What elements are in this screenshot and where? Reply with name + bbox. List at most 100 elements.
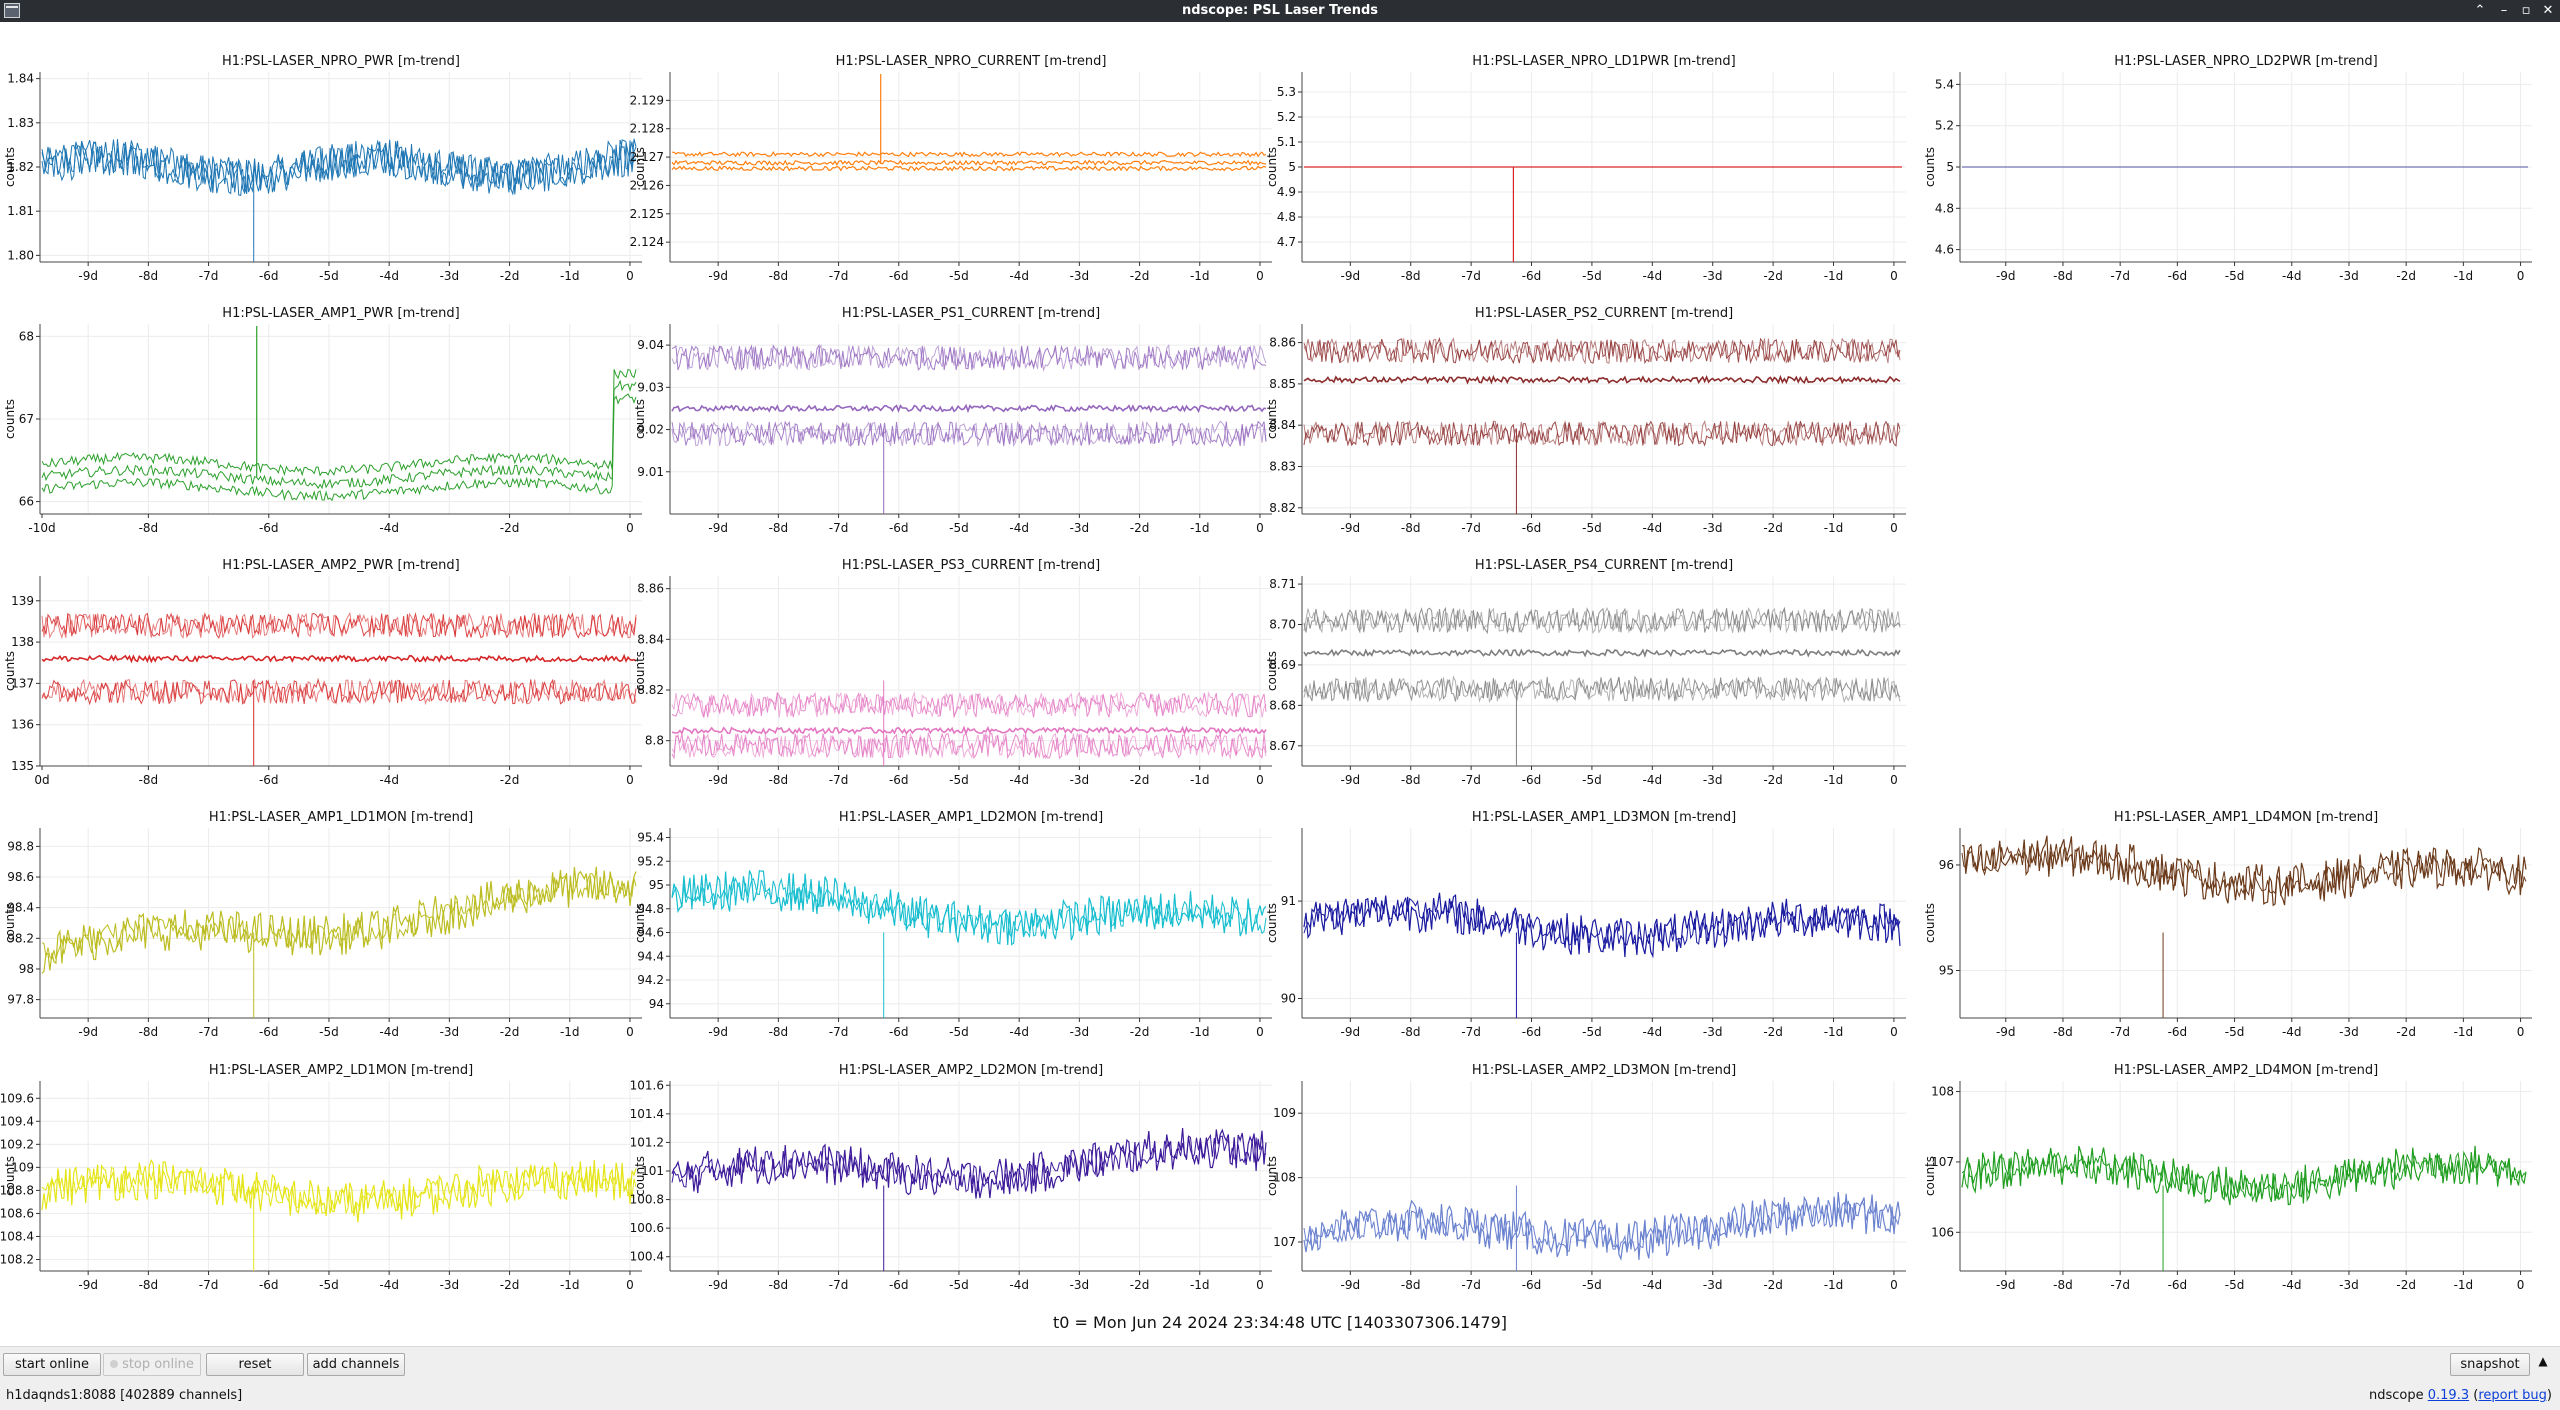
- plot-title: H1:PSL-LASER_AMP1_LD1MON [m-trend]: [209, 810, 473, 825]
- x-tick-label: -9d: [78, 1278, 98, 1292]
- plot-title: H1:PSL-LASER_AMP1_PWR [m-trend]: [222, 306, 459, 321]
- plot-panel[interactable]: H1:PSL-LASER_PS3_CURRENT [m-trend] counts…: [633, 558, 1272, 787]
- x-tick-label: -3d: [2339, 1278, 2359, 1292]
- plot-panel[interactable]: H1:PSL-LASER_PS2_CURRENT [m-trend] counts…: [1265, 306, 1906, 535]
- plot-panel[interactable]: H1:PSL-LASER_AMP1_PWR [m-trend] counts 68 6…: [3, 306, 642, 535]
- x-tick-label: -7d: [829, 1278, 849, 1292]
- y-tick-label: 95: [1939, 964, 1954, 978]
- close-icon[interactable]: ✕: [2542, 3, 2554, 18]
- x-tick-label: -9d: [708, 1025, 728, 1039]
- stop-indicator-icon: [110, 1360, 119, 1368]
- plot-panel[interactable]: H1:PSL-LASER_PS4_CURRENT [m-trend] counts…: [1265, 558, 1906, 787]
- x-tick-label: -4d: [379, 521, 399, 535]
- y-axis-label: counts: [3, 399, 17, 439]
- x-tick-label: -9d: [1341, 1025, 1361, 1039]
- x-tick-label: -3d: [1703, 1278, 1723, 1292]
- y-tick-label: 4.8: [1935, 201, 1954, 215]
- x-tick-label: -3d: [440, 1278, 460, 1292]
- x-tick-label: -3d: [1070, 269, 1090, 283]
- x-tick-label: -4d: [1643, 773, 1663, 787]
- x-tick-label: -8d: [1401, 521, 1421, 535]
- x-tick-label: -2d: [500, 1278, 520, 1292]
- x-tick-label: -7d: [1461, 773, 1481, 787]
- plot-panel[interactable]: H1:PSL-LASER_AMP1_LD4MON [m-trend] counts…: [1923, 810, 2532, 1039]
- reset-button[interactable]: reset: [206, 1353, 304, 1376]
- y-tick-label: 66: [19, 495, 34, 509]
- series-line: [41, 873, 637, 960]
- y-tick-label: 94.8: [637, 902, 664, 916]
- x-tick-label: -6d: [2168, 1025, 2188, 1039]
- maximize-icon[interactable]: ▫: [2521, 3, 2531, 18]
- y-tick-label: 2.127: [630, 150, 664, 164]
- x-tick-label: -1d: [560, 1025, 580, 1039]
- series-line: [671, 159, 1267, 167]
- start-online-button[interactable]: start online: [3, 1353, 101, 1376]
- x-tick-label: -2d: [2396, 1278, 2416, 1292]
- snapshot-button[interactable]: snapshot: [2450, 1353, 2530, 1376]
- expand-up-icon[interactable]: ▲: [2538, 1354, 2548, 1368]
- series-line: [41, 368, 637, 477]
- y-tick-label: 95: [649, 878, 664, 892]
- x-tick-label: -7d: [199, 269, 219, 283]
- plot-title: H1:PSL-LASER_PS2_CURRENT [m-trend]: [1475, 306, 1733, 321]
- series-line: [41, 138, 637, 196]
- x-tick-label: -8d: [2053, 1278, 2073, 1292]
- plot-panel[interactable]: H1:PSL-LASER_AMP2_LD1MON [m-trend] counts…: [0, 1063, 642, 1292]
- plot-title: H1:PSL-LASER_NPRO_PWR [m-trend]: [222, 54, 460, 69]
- x-tick-label: -9d: [1341, 1278, 1361, 1292]
- y-tick-label: 8.82: [1269, 501, 1296, 515]
- version-info: ndscope 0.19.3 (report bug): [2369, 1388, 2552, 1403]
- y-axis-label: counts: [1265, 147, 1279, 187]
- plot-panel[interactable]: H1:PSL-LASER_NPRO_LD2PWR [m-trend] counts…: [1923, 54, 2532, 283]
- y-axis-label: counts: [633, 399, 647, 439]
- version-link[interactable]: 0.19.3: [2427, 1388, 2470, 1403]
- y-tick-label: 137: [11, 676, 34, 690]
- x-tick-label: -5d: [319, 1278, 339, 1292]
- x-tick-label: -9d: [708, 773, 728, 787]
- plot-panel[interactable]: H1:PSL-LASER_AMP1_LD1MON [m-trend] counts…: [3, 810, 642, 1039]
- series-line: [1303, 337, 1901, 365]
- x-tick-label: -3d: [1703, 773, 1723, 787]
- minimize-icon[interactable]: –: [2500, 3, 2508, 18]
- series-line: [41, 393, 637, 502]
- report-bug-link[interactable]: report bug: [2478, 1388, 2547, 1403]
- x-tick-label: -2d: [1763, 1278, 1783, 1292]
- plot-panel[interactable]: H1:PSL-LASER_AMP2_LD4MON [m-trend] counts…: [1923, 1063, 2532, 1292]
- stop-online-button[interactable]: stop online: [103, 1353, 201, 1376]
- x-tick-label: -1d: [1824, 1278, 1844, 1292]
- series-line: [1303, 1191, 1901, 1261]
- x-tick-label: -1d: [1824, 521, 1844, 535]
- x-tick-label: -1d: [560, 269, 580, 283]
- plot-panel[interactable]: H1:PSL-LASER_AMP2_LD3MON [m-trend] counts…: [1265, 1063, 1906, 1292]
- plot-panel[interactable]: H1:PSL-LASER_PS1_CURRENT [m-trend] counts…: [633, 306, 1272, 535]
- chevron-up-icon[interactable]: ⌃: [2474, 3, 2486, 18]
- plot-panel[interactable]: H1:PSL-LASER_AMP2_LD2MON [m-trend] counts…: [630, 1063, 1272, 1292]
- plot-panel[interactable]: H1:PSL-LASER_NPRO_PWR [m-trend]counts1.8…: [3, 54, 642, 283]
- add-channels-button[interactable]: add channels: [307, 1353, 405, 1376]
- y-tick-label: 9.04: [637, 338, 664, 352]
- y-tick-label: 2.129: [630, 93, 664, 107]
- x-tick-label: -9d: [708, 521, 728, 535]
- y-tick-label: 106: [1931, 1225, 1954, 1239]
- x-tick-label: -3d: [2339, 1025, 2359, 1039]
- plot-panel[interactable]: H1:PSL-LASER_NPRO_LD1PWR [m-trend] counts…: [1265, 54, 1906, 283]
- y-tick-label: 4.8: [1277, 210, 1296, 224]
- x-tick-label: -1d: [1824, 773, 1844, 787]
- x-tick-label: -5d: [1582, 773, 1602, 787]
- plot-panel[interactable]: H1:PSL-LASER_NPRO_CURRENT [m-trend] count…: [630, 54, 1272, 283]
- plot-title: H1:PSL-LASER_NPRO_LD1PWR [m-trend]: [1472, 54, 1736, 69]
- y-tick-label: 2.124: [630, 235, 664, 249]
- y-tick-label: 101.2: [630, 1135, 664, 1149]
- plot-title: H1:PSL-LASER_AMP2_LD2MON [m-trend]: [839, 1063, 1103, 1078]
- y-tick-label: 94.4: [637, 949, 664, 963]
- x-tick-label: 0: [626, 1278, 634, 1292]
- plot-panel[interactable]: H1:PSL-LASER_AMP1_LD3MON [m-trend] counts…: [1265, 810, 1906, 1039]
- x-tick-label: -1d: [1190, 773, 1210, 787]
- x-tick-label: -5d: [949, 1025, 969, 1039]
- x-tick-label: -4d: [1009, 1025, 1029, 1039]
- x-tick-label: 0: [1890, 1278, 1898, 1292]
- plot-panel[interactable]: H1:PSL-LASER_AMP1_LD2MON [m-trend] counts…: [633, 810, 1272, 1039]
- y-tick-label: 108.8: [0, 1183, 34, 1197]
- y-tick-label: 9.02: [637, 423, 664, 437]
- plot-panel[interactable]: H1:PSL-LASER_AMP2_PWR [m-trend] counts 139…: [3, 558, 642, 787]
